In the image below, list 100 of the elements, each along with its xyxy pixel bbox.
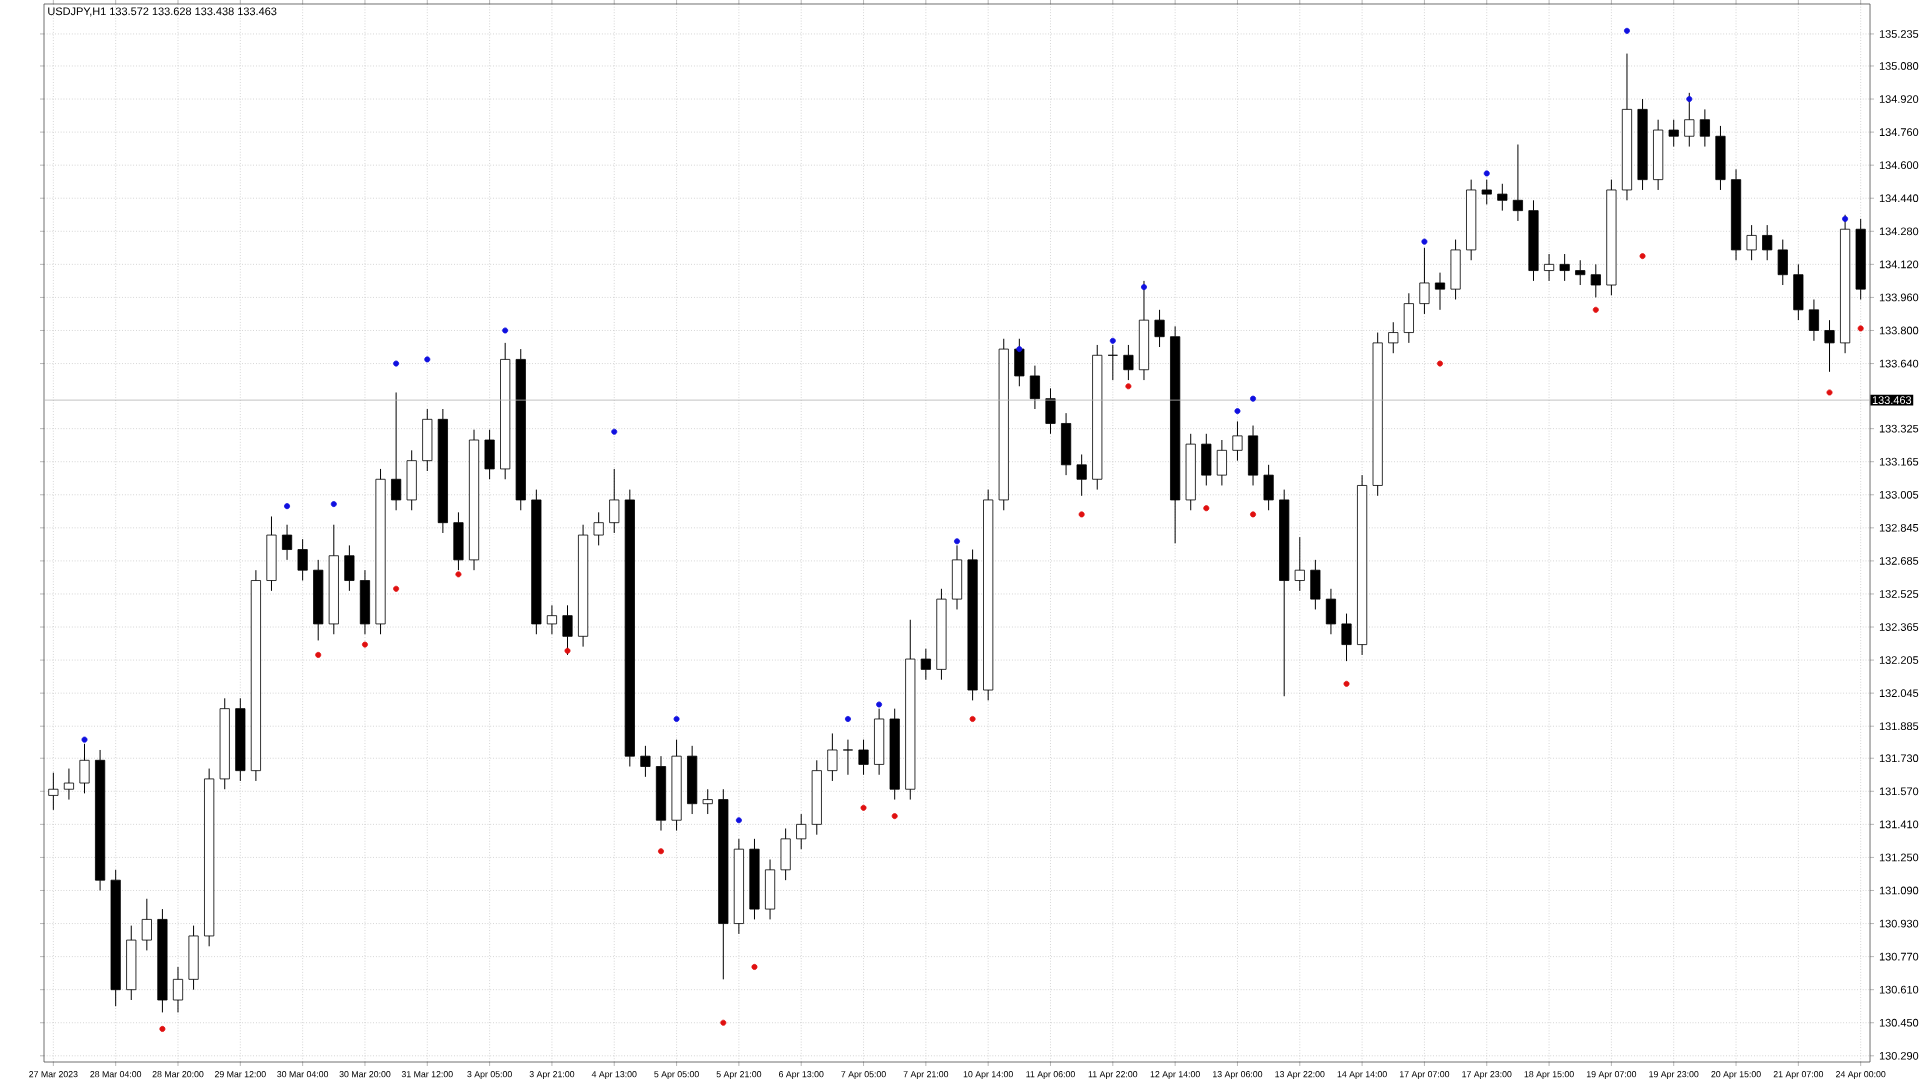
point bbox=[891, 813, 898, 820]
candlestick bbox=[1014, 338, 1025, 387]
candlestick bbox=[1590, 263, 1601, 298]
candlestick bbox=[889, 708, 900, 801]
candlestick bbox=[1481, 179, 1492, 205]
candlestick bbox=[1824, 319, 1835, 373]
candlestick bbox=[827, 732, 838, 782]
candlestick bbox=[250, 569, 261, 782]
candlestick bbox=[1045, 387, 1056, 435]
point bbox=[1125, 383, 1132, 390]
point bbox=[735, 817, 742, 824]
candlestick bbox=[1372, 332, 1383, 497]
candlestick bbox=[874, 708, 885, 776]
candlestick bbox=[1497, 183, 1508, 212]
candlestick bbox=[1357, 474, 1368, 656]
candlestick bbox=[733, 838, 744, 935]
candlestick bbox=[936, 588, 947, 681]
candlestick bbox=[531, 489, 542, 635]
candlestick bbox=[281, 524, 293, 561]
candlestick bbox=[609, 468, 620, 534]
candlestick bbox=[48, 772, 59, 811]
candlestick bbox=[1575, 259, 1586, 286]
point bbox=[1421, 238, 1428, 245]
candlestick bbox=[920, 648, 931, 681]
candlestick bbox=[1840, 214, 1851, 354]
candlestick bbox=[1466, 179, 1477, 261]
candlestick bbox=[1730, 168, 1742, 261]
candlestick bbox=[1263, 464, 1274, 511]
candlestick bbox=[1808, 298, 1820, 342]
candlestick bbox=[1699, 108, 1710, 148]
candlestick bbox=[967, 549, 978, 701]
candlestick bbox=[671, 739, 682, 832]
candlestick bbox=[1543, 253, 1555, 282]
candlestick bbox=[1092, 344, 1103, 491]
candlestick bbox=[546, 604, 557, 635]
candlestick bbox=[1107, 344, 1118, 381]
candlestick bbox=[1559, 253, 1570, 282]
candlestick bbox=[1341, 613, 1352, 662]
candlestick bbox=[141, 898, 152, 951]
candlestick bbox=[687, 745, 698, 815]
candlestick bbox=[562, 604, 573, 656]
candlestick bbox=[951, 544, 963, 610]
candlestick bbox=[1512, 144, 1523, 222]
point bbox=[1437, 360, 1443, 367]
point bbox=[751, 963, 758, 970]
candlestick bbox=[1154, 309, 1165, 348]
candlestick bbox=[1029, 365, 1040, 410]
point bbox=[1483, 170, 1490, 177]
candlestick bbox=[764, 858, 776, 920]
point bbox=[876, 701, 883, 708]
point bbox=[455, 571, 462, 578]
candlestick bbox=[905, 619, 916, 801]
candlestick bbox=[391, 391, 402, 511]
point bbox=[1639, 253, 1646, 260]
candlestick bbox=[1715, 125, 1726, 191]
candlestick bbox=[1684, 92, 1695, 148]
candlestick bbox=[79, 743, 90, 794]
candlestick bbox=[1076, 453, 1087, 497]
candlestick bbox=[453, 511, 464, 571]
candlestick bbox=[1201, 433, 1212, 486]
candlestick bbox=[95, 749, 106, 891]
candlestick bbox=[1247, 425, 1259, 486]
candlestick bbox=[578, 524, 589, 648]
point bbox=[1826, 389, 1833, 396]
candlestick bbox=[983, 489, 994, 701]
candlestick bbox=[375, 468, 386, 635]
point bbox=[1140, 284, 1147, 291]
candlestick bbox=[998, 338, 1009, 511]
point bbox=[393, 585, 400, 592]
candlestick bbox=[1653, 119, 1664, 191]
point bbox=[1686, 96, 1693, 103]
candlestick bbox=[126, 925, 137, 1001]
candlestick bbox=[1746, 224, 1757, 261]
point bbox=[1234, 408, 1241, 415]
candlestick bbox=[1621, 53, 1633, 201]
candlestick bbox=[780, 827, 791, 881]
candlestick bbox=[624, 489, 635, 767]
candlestick bbox=[1762, 224, 1773, 261]
candlestick bbox=[266, 515, 277, 592]
candlestick bbox=[63, 768, 74, 801]
point bbox=[1109, 337, 1116, 344]
candlestick bbox=[344, 544, 355, 592]
point bbox=[393, 360, 400, 367]
candlestick bbox=[328, 524, 339, 635]
point bbox=[1203, 505, 1210, 512]
candlestick bbox=[204, 768, 215, 947]
point bbox=[564, 647, 571, 654]
candlestick bbox=[1528, 199, 1539, 282]
candlestick bbox=[297, 538, 308, 582]
point bbox=[1078, 511, 1085, 518]
candlestick bbox=[640, 745, 651, 778]
candlestick bbox=[1123, 344, 1134, 381]
candlestick bbox=[422, 408, 433, 472]
point bbox=[1857, 325, 1864, 332]
point bbox=[611, 428, 618, 435]
candlestick bbox=[437, 408, 448, 534]
candlestick bbox=[1403, 292, 1414, 344]
candlestick bbox=[515, 348, 526, 511]
candlestick bbox=[1325, 588, 1337, 635]
point bbox=[1250, 395, 1257, 402]
